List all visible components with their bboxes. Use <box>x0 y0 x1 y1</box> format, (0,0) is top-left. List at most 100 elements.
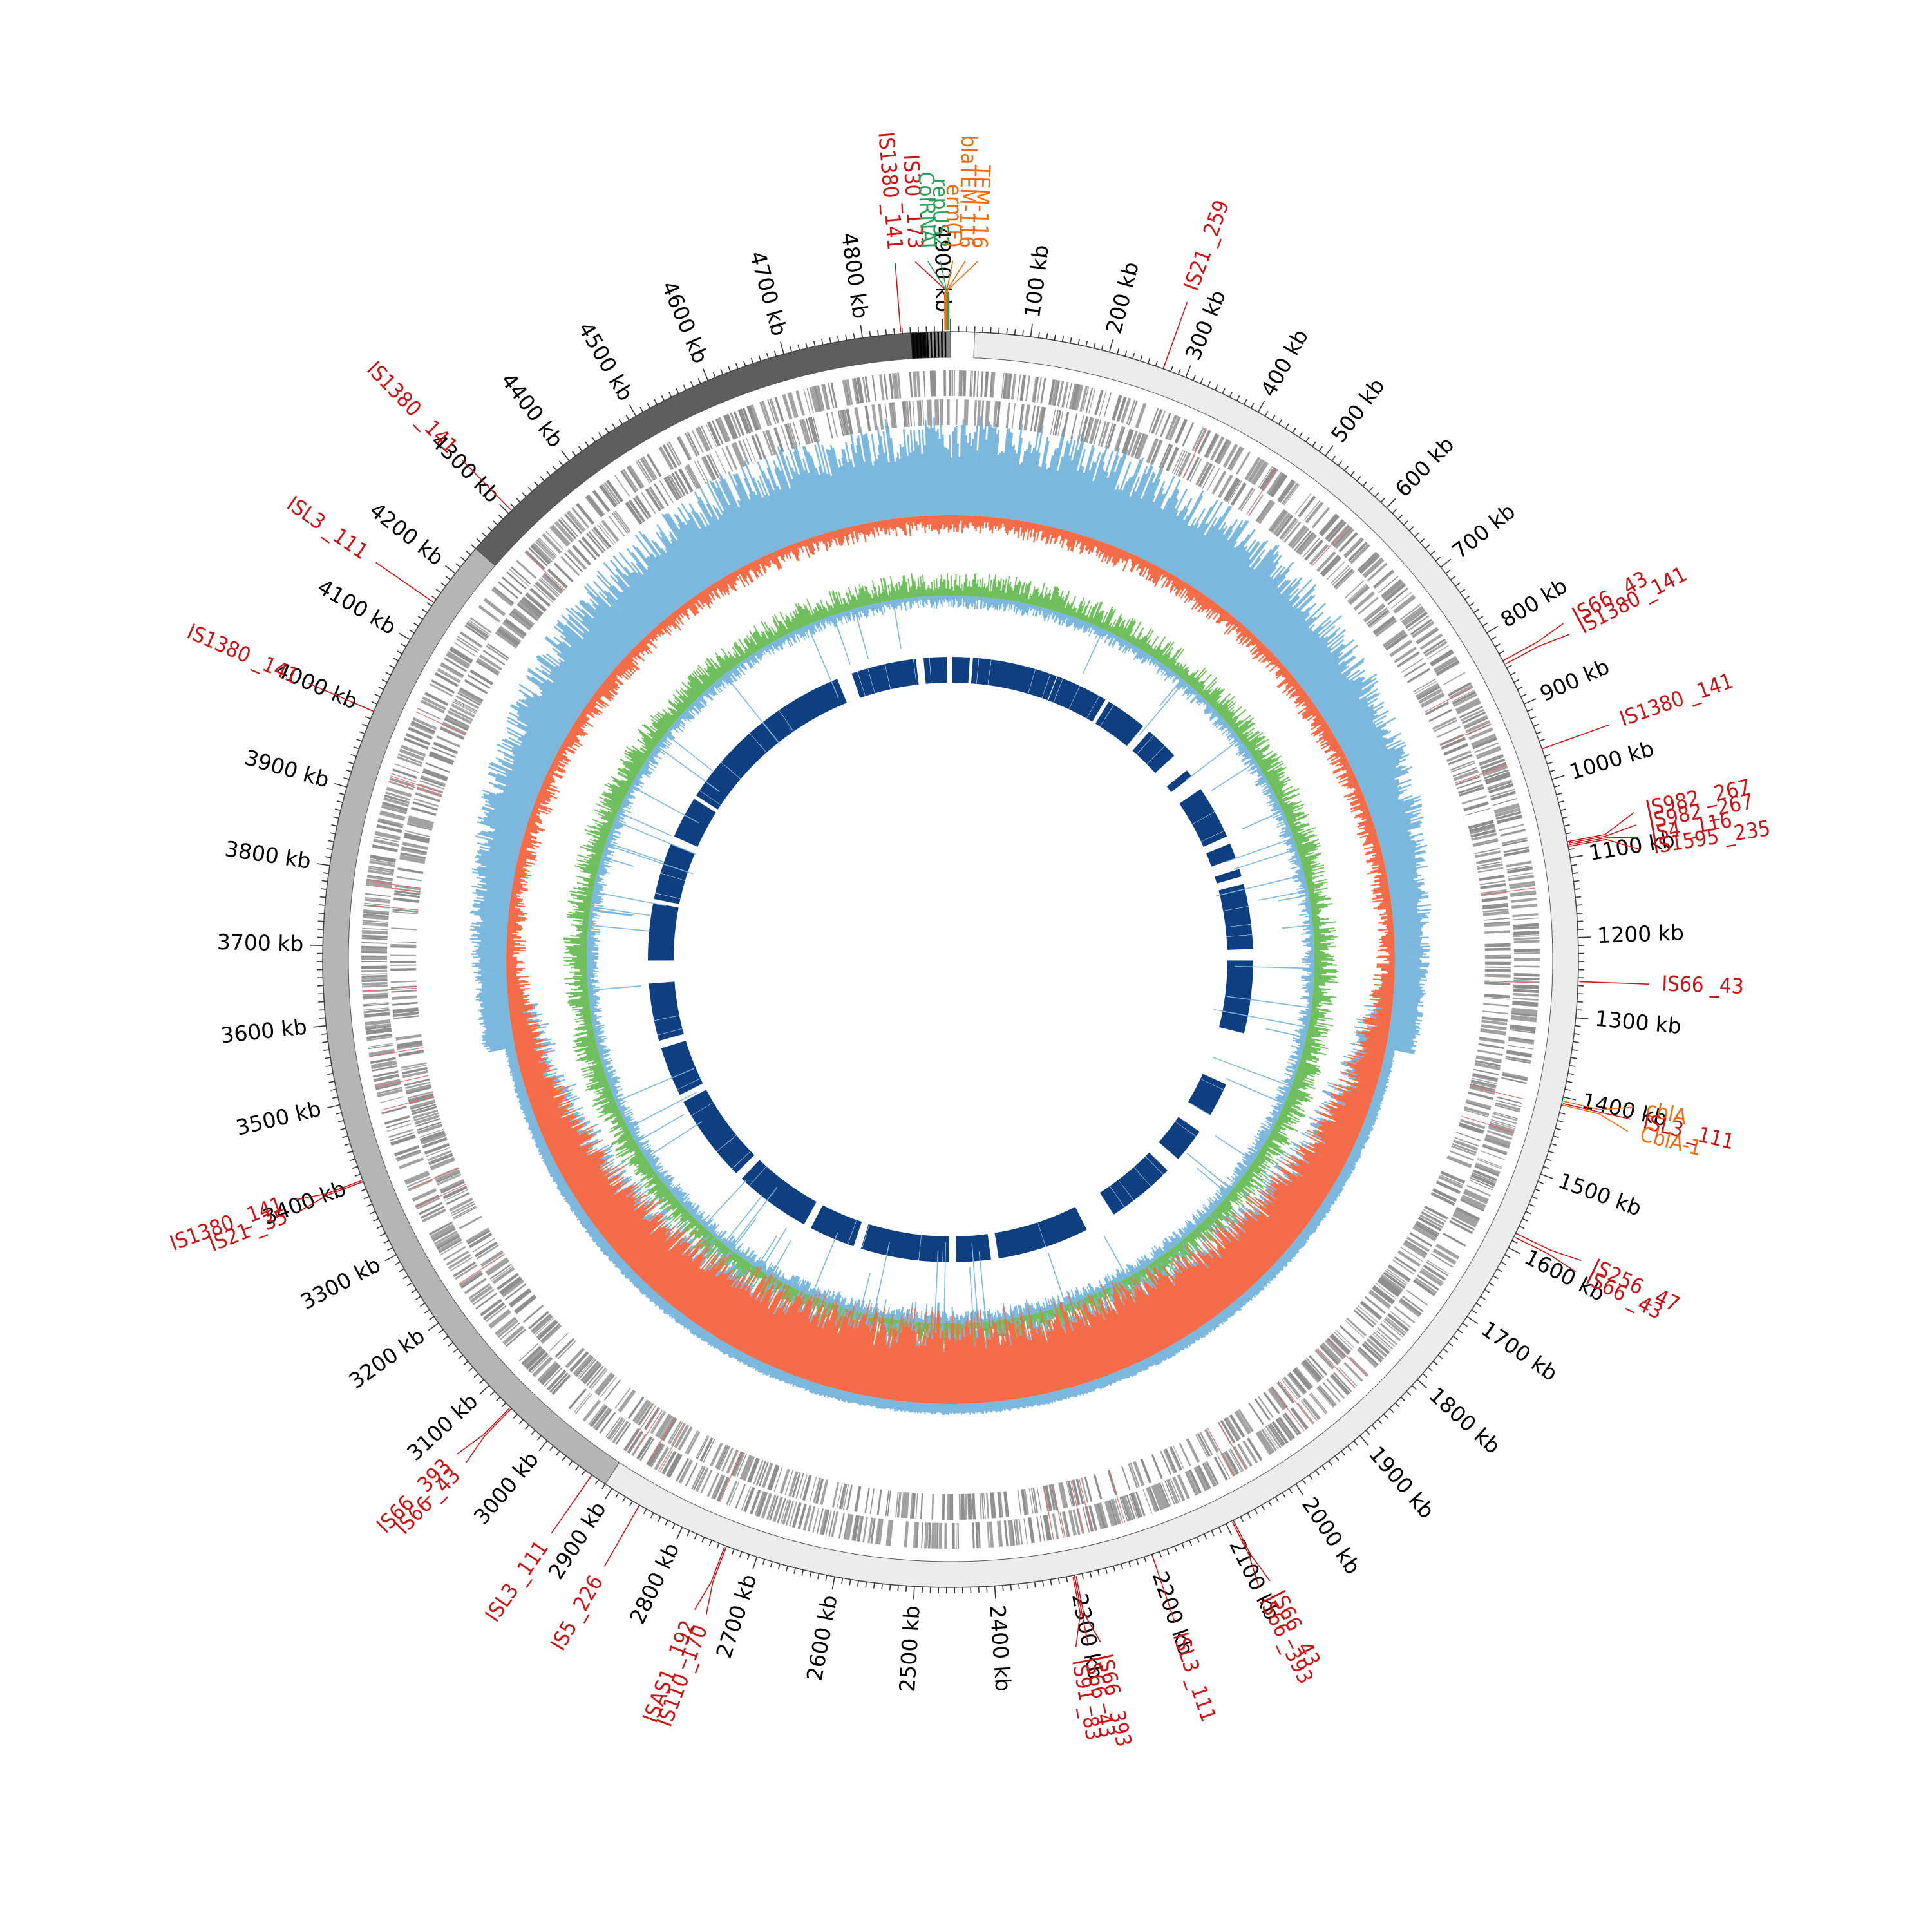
contig-stripe <box>930 332 933 358</box>
feature-leader <box>308 683 373 712</box>
homology-block-10 <box>1218 884 1253 950</box>
tick-label: 4500 kb <box>573 317 638 405</box>
gc-skew-track <box>469 416 1432 1415</box>
feature-leader <box>1072 1577 1081 1647</box>
feature-leader <box>461 459 511 511</box>
feature-label: repUS2 <box>928 178 954 249</box>
feature-leader <box>298 1181 363 1213</box>
tick-label: 4900 kb <box>930 225 956 312</box>
homology-block-19 <box>741 1160 817 1225</box>
homology-block-18 <box>811 1205 862 1247</box>
feature-leader <box>603 1506 639 1567</box>
feature-leader <box>551 1475 592 1534</box>
feature-label: IS5 _226 <box>545 1571 608 1654</box>
tick-label: 800 kb <box>1496 573 1571 632</box>
homology-block-14 <box>1099 1152 1168 1215</box>
homology-block-23 <box>647 902 679 961</box>
feature-leader <box>940 260 948 331</box>
homology-track <box>647 657 1253 1262</box>
tick-label: 3100 kb <box>402 1388 482 1466</box>
feature-leader <box>1568 812 1634 842</box>
feature-leader <box>1562 1103 1631 1120</box>
position-ticks <box>310 319 1591 1600</box>
feature-label: IS1380 _141 <box>184 619 302 689</box>
tick-marks <box>310 319 1591 1600</box>
feature-label: TEM-116 <box>967 164 996 249</box>
feature-label: IS66 _43 <box>1662 971 1745 998</box>
feature-leader <box>1543 724 1609 749</box>
feature-leader <box>694 1546 725 1611</box>
tick-label: 500 kb <box>1326 374 1390 447</box>
tick-label: 700 kb <box>1447 498 1520 564</box>
contig-stripe <box>912 332 915 359</box>
feature-leader <box>1563 1101 1634 1110</box>
tick-label: 3300 kb <box>296 1252 384 1315</box>
homology-block-1 <box>952 657 971 683</box>
homology-block-13 <box>1159 1117 1200 1159</box>
tick-label: 1500 kb <box>1555 1168 1645 1221</box>
feature-leader <box>294 1180 362 1201</box>
homology-block-27 <box>851 659 919 698</box>
feature-label: ISL3 _111 <box>480 1536 553 1626</box>
cds-track <box>361 370 1540 1549</box>
feature-leader <box>945 260 954 331</box>
tick-label: 1000 kb <box>1567 735 1657 784</box>
tick-label: 4400 kb <box>496 368 569 453</box>
feature-leader <box>1569 837 1639 846</box>
feature-leader <box>914 261 950 331</box>
feature-leader <box>706 1547 727 1615</box>
feature-leader <box>1515 1236 1577 1273</box>
tick-label: 1700 kb <box>1477 1316 1562 1387</box>
feature-leader <box>1579 981 1649 985</box>
feature-leader <box>927 261 949 331</box>
tick-label: 3600 kb <box>220 1014 308 1048</box>
gc-content-low <box>586 595 1315 1324</box>
homology-block-25 <box>674 799 716 848</box>
tick-label: 3500 kb <box>233 1096 323 1141</box>
homology-block-8 <box>1206 843 1236 867</box>
feature-label: blaTEM-116 <box>954 135 982 249</box>
contig-stripe <box>926 332 929 358</box>
homology-block-6 <box>1166 770 1192 792</box>
contig-stripe <box>937 332 940 358</box>
feature-leader <box>1163 301 1188 368</box>
tick-label: 100 kb <box>1019 243 1054 319</box>
feature-leader <box>1569 838 1641 850</box>
feature-leader <box>1151 1555 1175 1622</box>
feature-leader <box>1503 623 1564 661</box>
feature-leader <box>1233 1521 1271 1582</box>
tick-label: 300 kb <box>1180 287 1231 364</box>
feature-leader <box>945 260 966 331</box>
feature-label: ColRNAI <box>914 171 942 249</box>
tick-label: 400 kb <box>1256 325 1314 401</box>
feature-leader <box>1505 634 1569 665</box>
homology-block-26 <box>696 679 847 810</box>
feature-leader <box>1562 1104 1629 1132</box>
feature-leader <box>1231 1522 1260 1587</box>
tick-label: 2700 kb <box>711 1571 762 1661</box>
contig-stripe <box>933 332 936 358</box>
homology-block-16 <box>956 1234 991 1262</box>
tick-label: 3800 kb <box>223 836 313 874</box>
feature-leader <box>1074 1576 1089 1645</box>
tick-label: 4700 kb <box>745 249 792 339</box>
homology-block-4 <box>1095 701 1144 746</box>
tick-label: 3900 kb <box>242 744 332 792</box>
tick-label: 200 kb <box>1101 259 1144 336</box>
tick-label: 3000 kb <box>469 1446 544 1529</box>
feature-leader <box>375 562 433 603</box>
homology-block-22 <box>649 981 684 1041</box>
tick-label: 4100 kb <box>313 574 401 639</box>
feature-label: IS21 _259 <box>1179 196 1234 294</box>
homology-block-20 <box>683 1090 755 1173</box>
tick-label: 2600 kb <box>802 1593 842 1683</box>
contig-stripe <box>944 332 947 358</box>
contig-stripe <box>922 332 926 358</box>
tick-label: 600 kb <box>1390 431 1459 502</box>
homology-block-12 <box>1188 1074 1227 1115</box>
contig-stripe <box>915 332 919 359</box>
feature-label: IS30 _173 <box>898 154 928 249</box>
feature-leader <box>1516 1233 1582 1262</box>
homology-block-15 <box>994 1206 1087 1258</box>
